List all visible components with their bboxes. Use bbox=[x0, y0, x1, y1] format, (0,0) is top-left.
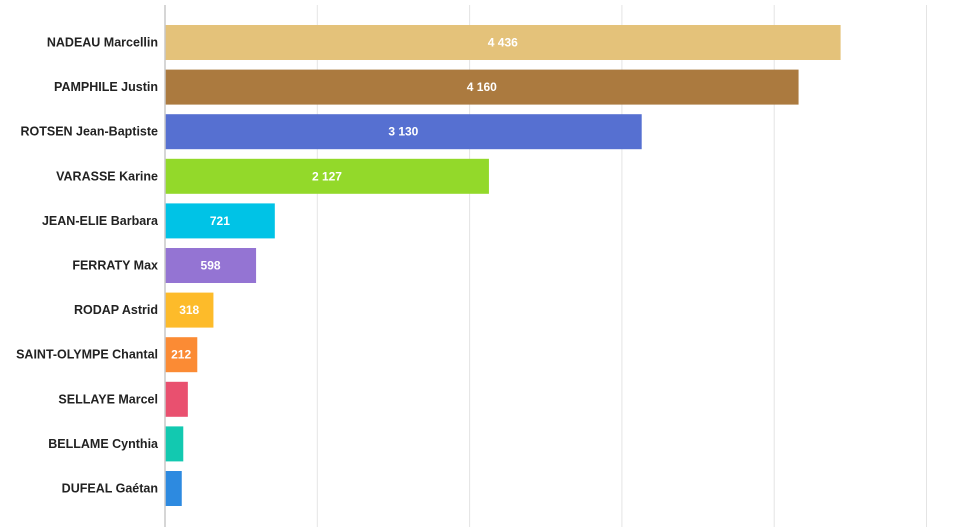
value-label: 3 130 bbox=[388, 125, 418, 139]
bar bbox=[165, 114, 642, 150]
category-label: RODAP Astrid bbox=[74, 303, 158, 317]
category-label: NADEAU Marcellin bbox=[47, 36, 158, 50]
value-labels: 4 436 4 160 3 130 2 127 721 598 318 212 bbox=[171, 36, 518, 362]
category-label: FERRATY Max bbox=[72, 259, 158, 273]
bar bbox=[165, 25, 841, 60]
value-label: 4 160 bbox=[467, 80, 497, 94]
bar bbox=[165, 292, 214, 328]
bar bbox=[165, 158, 489, 194]
category-label: JEAN-ELIE Barbara bbox=[42, 214, 159, 228]
bar bbox=[165, 69, 799, 105]
category-labels: NADEAU Marcellin PAMPHILE Justin ROTSEN Je… bbox=[16, 36, 159, 496]
bar bbox=[165, 471, 182, 506]
bars bbox=[165, 25, 841, 506]
bar bbox=[165, 248, 257, 283]
category-label: ROTSEN Jean-Baptiste bbox=[20, 125, 158, 139]
bar bbox=[165, 426, 184, 462]
bar bbox=[165, 381, 188, 417]
value-label: 318 bbox=[179, 303, 199, 317]
category-label: SAINT-OLYMPE Chantal bbox=[16, 348, 158, 362]
category-label: DUFEAL Gaétan bbox=[62, 482, 158, 496]
value-label: 2 127 bbox=[312, 169, 342, 183]
value-label: 721 bbox=[210, 214, 230, 228]
bar bbox=[165, 203, 275, 239]
value-label: 598 bbox=[201, 259, 221, 273]
category-label: BELLAME Cynthia bbox=[48, 437, 159, 451]
bar bbox=[165, 337, 198, 373]
category-label: SELLAYE Marcel bbox=[58, 392, 158, 406]
category-label: PAMPHILE Justin bbox=[54, 80, 158, 94]
value-label: 212 bbox=[171, 348, 191, 362]
value-label: 4 436 bbox=[488, 36, 518, 50]
category-label: VARASSE Karine bbox=[56, 169, 158, 183]
